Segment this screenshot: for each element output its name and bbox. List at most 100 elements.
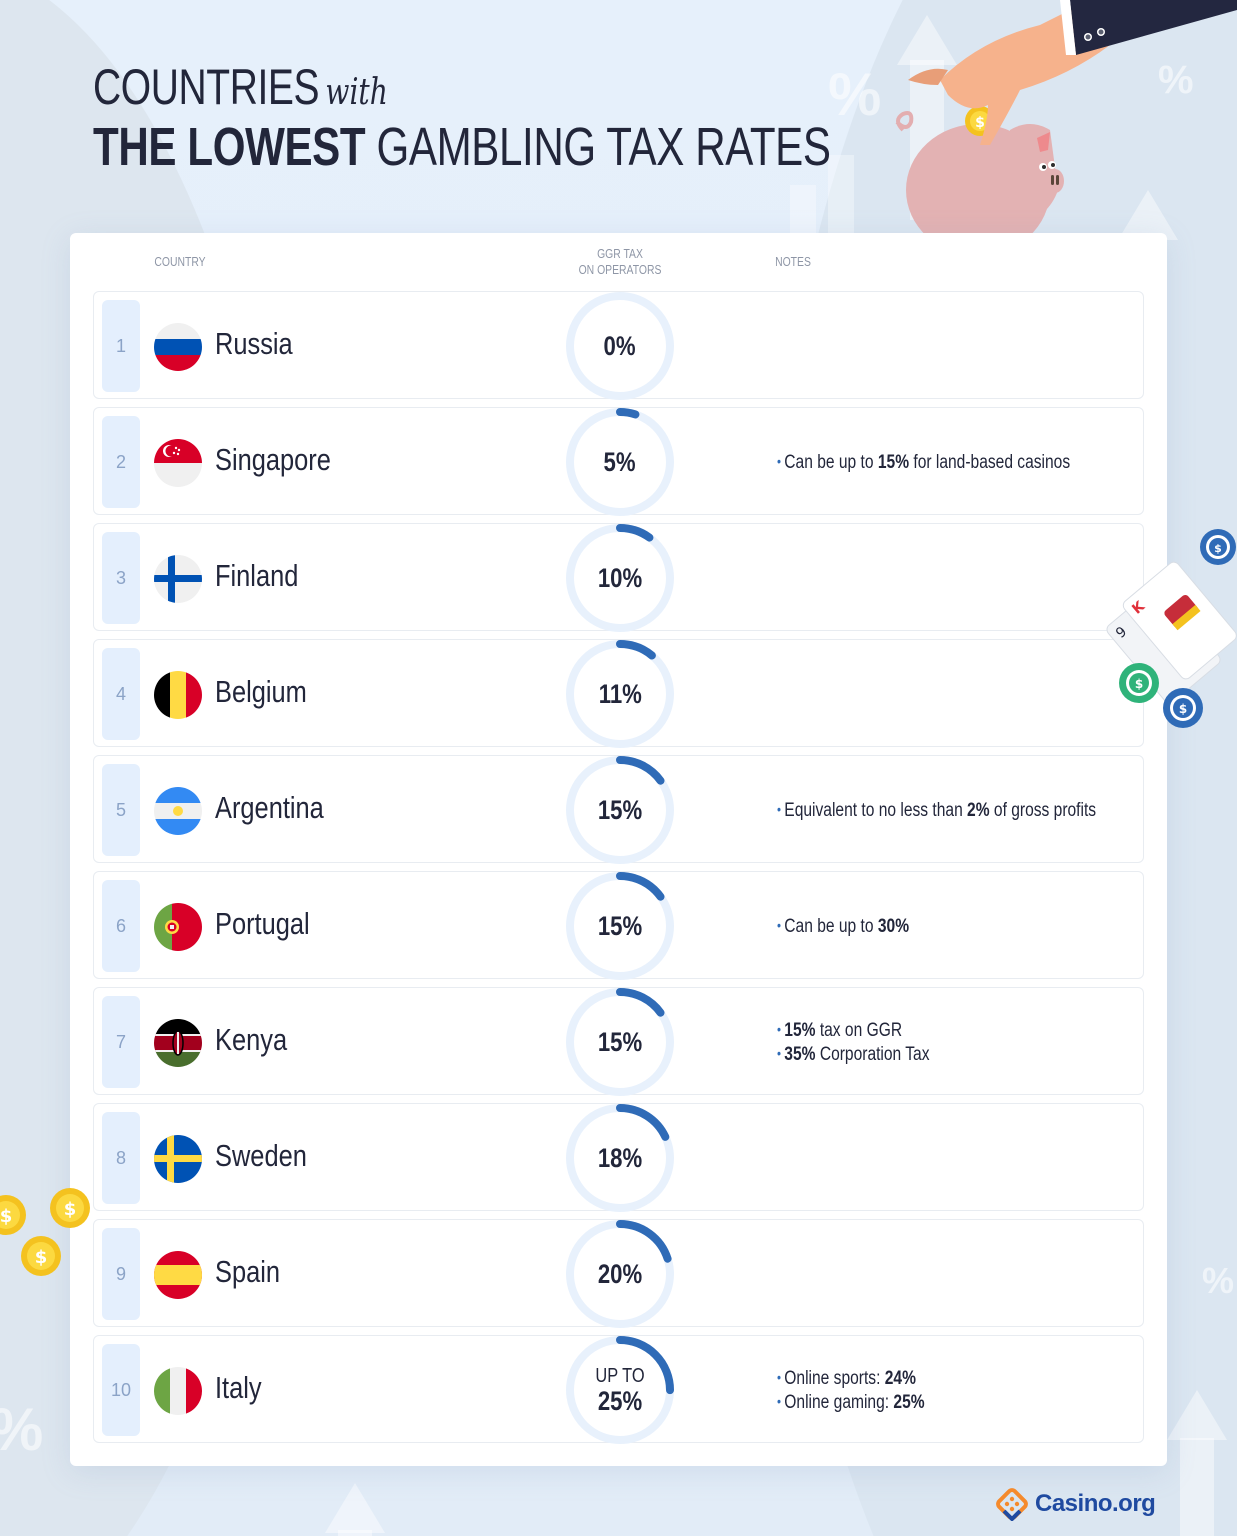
logo-text: Casino.org (1035, 1490, 1156, 1517)
sweden-flag-icon (154, 1135, 202, 1183)
table-row: 5 Argentina 15% • Equivalent to no less t… (93, 754, 1144, 866)
country-name: Belgium (215, 674, 307, 709)
page-title: COUNTRIES with THE LOWEST GAMBLING TAX RA… (93, 62, 831, 174)
header-country: COUNTRY (154, 254, 206, 269)
header-tax-line2: ON OPERATORS (578, 262, 662, 277)
tax-progress-ring: 0% (564, 290, 676, 402)
percent-decoration: % (1202, 1260, 1235, 1301)
belgium-flag-icon (154, 671, 202, 719)
rank-badge: 9 (102, 1228, 140, 1320)
country-name: Sweden (215, 1138, 307, 1173)
tax-rate: 15% (597, 910, 643, 941)
arrow-decoration (1167, 1390, 1227, 1440)
casino-org-logo[interactable]: Casino.org (995, 1487, 1156, 1521)
country-name: Kenya (215, 1022, 288, 1057)
italy-flag-icon (154, 1367, 202, 1415)
svg-text:$: $ (975, 115, 985, 131)
percent-decoration: % (0, 1395, 43, 1464)
rank-badge: 4 (102, 648, 140, 740)
table-row: 8 Sweden 18% (93, 1102, 1144, 1214)
note-item: • Online sports: 24% (777, 1368, 916, 1389)
note-item: • Can be up to 15% for land-based casinos (777, 452, 1071, 473)
svg-text:$: $ (1214, 542, 1222, 555)
arrow-decoration (1180, 1438, 1214, 1536)
tax-rate: 25% (597, 1385, 643, 1416)
rank-badge: 3 (102, 532, 140, 624)
notes-cell: • 15% tax on GGR • 35% Corporation Tax (777, 988, 963, 1096)
portugal-flag-icon (154, 903, 202, 951)
country-name: Finland (215, 558, 299, 593)
svg-text:$: $ (1179, 702, 1187, 716)
bar-decoration (828, 155, 854, 235)
table-row: 3 Finland 10% (93, 523, 1144, 632)
tax-progress-ring: 15% (564, 870, 676, 982)
header-notes: NOTES (775, 254, 811, 269)
table-row: 4 Belgium 11% (93, 638, 1144, 750)
tax-progress-ring: 15% (564, 986, 676, 1098)
casino-logo-icon (996, 1488, 1028, 1521)
finland-flag-icon (154, 555, 202, 603)
arrow-decoration (338, 1530, 372, 1536)
svg-text:$: $ (0, 1206, 12, 1227)
bullet-icon: • (777, 1021, 782, 1037)
note-item: • Equivalent to no less than 2% of gross … (777, 800, 1097, 821)
tax-rate: 0% (603, 330, 637, 361)
tax-progress-ring: UP TO 25% (564, 1334, 676, 1446)
argentina-flag-icon (154, 787, 202, 835)
russia-flag-icon (154, 323, 202, 371)
country-name: Argentina (215, 790, 324, 825)
tax-rate: 5% (603, 446, 637, 477)
tax-rate: 10% (597, 562, 643, 593)
singapore-flag-icon (154, 439, 202, 487)
title-rest: GAMBLING TAX RATES (376, 117, 831, 177)
tax-progress-ring: 20% (564, 1218, 676, 1330)
rank-badge: 2 (102, 416, 140, 508)
tax-progress-ring: 15% (564, 754, 676, 866)
note-item: • Can be up to 30% (777, 916, 910, 937)
poker-chips-cards-illustration: 9 K $ $ $ (1106, 529, 1237, 728)
svg-text:$: $ (64, 1199, 77, 1220)
rank-badge: 10 (102, 1344, 140, 1436)
notes-cell: • Equivalent to no less than 2% of gross … (777, 756, 1166, 864)
rank-badge: 7 (102, 996, 140, 1088)
title-line1: COUNTRIES (93, 59, 320, 115)
note-item: • 35% Corporation Tax (777, 1044, 930, 1065)
table-row: 1 Russia 0% (93, 290, 1144, 402)
bullet-icon: • (777, 1369, 782, 1385)
tax-progress-ring: 18% (564, 1102, 676, 1214)
country-name: Italy (215, 1370, 262, 1405)
percent-decoration: % (1158, 58, 1194, 102)
percent-decoration: % (828, 61, 882, 128)
tax-rate: 20% (597, 1258, 643, 1289)
note-item: • 15% tax on GGR (777, 1020, 903, 1041)
rank-badge: 1 (102, 300, 140, 392)
notes-cell: • Can be up to 30% (777, 872, 938, 980)
bullet-icon: • (777, 1393, 782, 1409)
tax-progress-ring: 5% (564, 406, 676, 518)
bullet-icon: • (777, 1045, 782, 1061)
country-name: Portugal (215, 906, 310, 941)
tax-rate: 15% (597, 1026, 643, 1057)
table-row: 2 Singapore 5% • Can be up to 15% for lan… (93, 406, 1144, 518)
table-row: 9 Spain 20% (93, 1218, 1144, 1330)
header-tax-line1: GGR TAX (597, 246, 643, 261)
country-name: Spain (215, 1254, 281, 1289)
notes-cell: • Online sports: 24% • Online gaming: 25% (777, 1336, 957, 1444)
gold-coins-illustration: $ $ $ (0, 1188, 90, 1276)
arrow-decoration (1118, 190, 1178, 240)
tax-rate: 18% (597, 1142, 643, 1173)
title-bold: THE LOWEST (93, 117, 366, 177)
header-tax: GGR TAX ON OPERATORS (572, 246, 668, 278)
spain-flag-icon (154, 1251, 202, 1299)
svg-text:$: $ (1135, 677, 1143, 691)
table-card: COUNTRY GGR TAX ON OPERATORS NOTES 1 Rus… (70, 233, 1167, 1466)
table-row: 7 Kenya 15% • 15% tax on GGR • 35% Corporat… (93, 986, 1144, 1098)
bullet-icon: • (777, 801, 782, 817)
table-row: 10 Italy UP TO 25% • Online sports: 24% • O… (93, 1334, 1144, 1446)
bar-decoration (790, 185, 816, 235)
note-item: • Online gaming: 25% (777, 1392, 925, 1413)
tax-progress-ring: 11% (564, 638, 676, 750)
tax-prefix: UP TO (595, 1364, 645, 1387)
arrow-decoration (897, 15, 957, 65)
arrow-decoration (325, 1483, 385, 1533)
